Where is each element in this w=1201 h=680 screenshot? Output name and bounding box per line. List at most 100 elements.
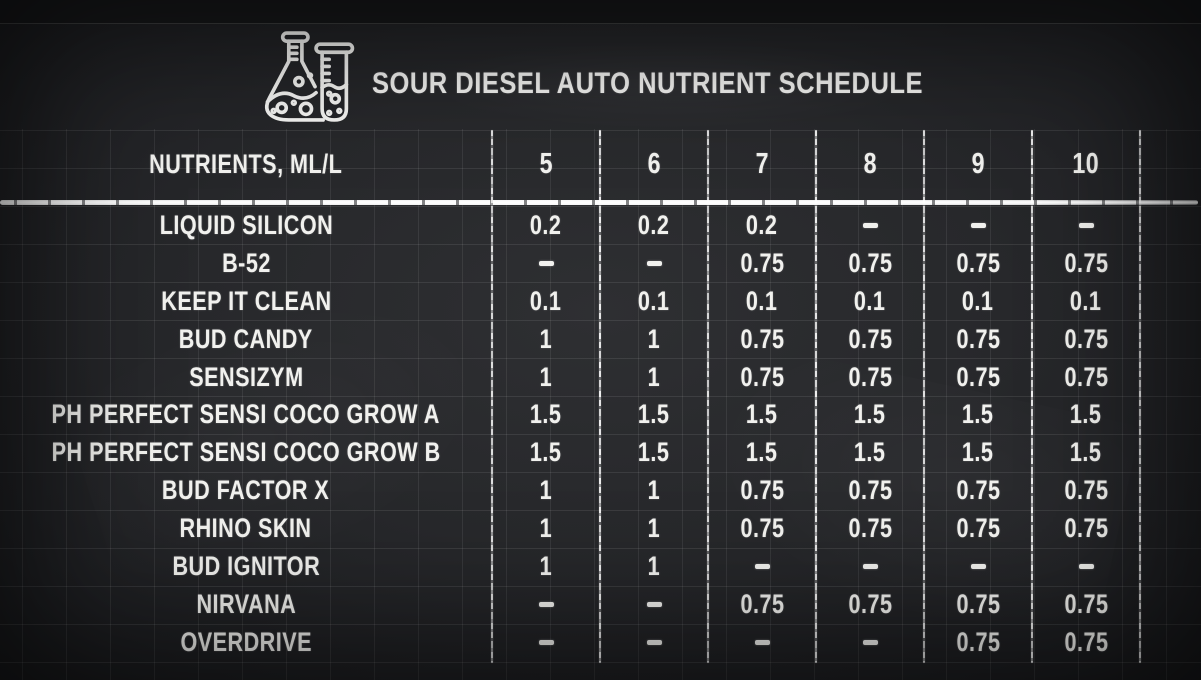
dose-value: 0.75 [848, 588, 892, 619]
dose-cell: 1 [492, 472, 600, 510]
dose-value: 1 [647, 323, 661, 354]
dose-value: 0.75 [1064, 247, 1108, 278]
dose-cell [492, 244, 600, 282]
dose-value: 1 [539, 323, 553, 354]
dose-cell [492, 623, 600, 661]
dose-value: 1.5 [1070, 399, 1102, 430]
row-label-cell: LIQUID SILICON [0, 207, 492, 245]
dose-value: 0.75 [1064, 475, 1108, 506]
dose-value: 0.75 [740, 323, 784, 354]
empty-dose-dash [970, 563, 986, 569]
page-title: SOUR DIESEL AUTO NUTRIENT SCHEDULE [372, 67, 923, 100]
dose-value: 1.5 [962, 399, 994, 430]
empty-dose-dash [862, 222, 878, 228]
dose-value: 1.5 [1070, 437, 1102, 468]
dose-cell: 1.5 [708, 396, 816, 434]
dose-value: 0.75 [956, 626, 1000, 657]
dose-cell [708, 548, 816, 586]
row-label-cell: OVERDRIVE [0, 623, 492, 661]
dose-value: 0.1 [1070, 285, 1102, 316]
dose-value: 0.75 [848, 247, 892, 278]
dose-cell: 0.75 [1032, 244, 1140, 282]
dose-value: 0.75 [1064, 588, 1108, 619]
dose-value: 1 [647, 513, 661, 544]
week-number: 5 [539, 148, 553, 180]
dose-cell: 0.75 [1032, 510, 1140, 548]
row-label-cell: BUD IGNITOR [0, 548, 492, 586]
table-row: OVERDRIVE 0.75 0.75 [0, 623, 1140, 661]
row-label: NIRVANA [196, 588, 296, 619]
dose-cell: 1.5 [600, 396, 708, 434]
dose-cell: 0.75 [708, 585, 816, 623]
table-header-row: NUTRIENTS, ML/L 5 6 7 8 9 10 [0, 128, 1140, 201]
dose-cell: 0.75 [816, 510, 924, 548]
dose-cell: 1 [600, 548, 708, 586]
row-label: LIQUID SILICON [159, 209, 333, 240]
empty-dose-dash [1078, 222, 1094, 228]
dose-cell: 1.5 [492, 434, 600, 472]
flask-and-test-tube-icon [264, 31, 355, 122]
row-label: RHINO SKIN [179, 513, 312, 544]
dose-cell: 0.75 [708, 472, 816, 510]
dose-cell: 0.75 [924, 358, 1032, 396]
table-row: KEEP IT CLEAN 0.1 0.1 0.1 0.1 0.1 0.1 [0, 282, 1140, 320]
dose-cell: 0.75 [924, 472, 1032, 510]
table-row: NIRVANA 0.75 0.75 0.75 0.75 [0, 585, 1140, 623]
week-number: 10 [1072, 148, 1100, 180]
dose-cell: 0.75 [708, 320, 816, 358]
dose-cell: 0.75 [708, 358, 816, 396]
dose-cell: 1.5 [924, 396, 1032, 434]
dose-value: 0.75 [740, 247, 784, 278]
dose-cell: 1.5 [924, 434, 1032, 472]
dose-cell [492, 585, 600, 623]
week-header-cell: 7 [708, 128, 816, 201]
dose-cell: 0.1 [1032, 282, 1140, 320]
row-label: B-52 [221, 247, 271, 278]
week-number: 7 [755, 148, 769, 180]
top-band [0, 0, 1201, 24]
dose-value: 0.1 [854, 285, 886, 316]
dose-value: 1.5 [854, 437, 886, 468]
dose-value: 0.75 [956, 361, 1000, 392]
dose-value: 0.75 [848, 323, 892, 354]
dose-value: 1.5 [962, 437, 994, 468]
dose-value: 0.75 [848, 361, 892, 392]
empty-dose-dash [538, 260, 554, 266]
dose-value: 0.75 [1064, 513, 1108, 544]
empty-dose-dash [646, 639, 662, 645]
dose-cell [816, 623, 924, 661]
dose-value: 0.1 [530, 285, 562, 316]
row-label: PH PERFECT SENSI COCO GROW B [51, 437, 441, 468]
dose-value: 0.2 [530, 209, 562, 240]
row-label-cell: BUD FACTOR X [0, 472, 492, 510]
dose-value: 1.5 [746, 399, 778, 430]
dose-cell: 1.5 [492, 396, 600, 434]
row-label-cell: B-52 [0, 244, 492, 282]
dose-cell: 1 [600, 510, 708, 548]
dose-cell [816, 548, 924, 586]
table-row: PH PERFECT SENSI COCO GROW A 1.5 1.5 1.5 1.5… [0, 396, 1140, 434]
dose-value: 0.75 [740, 588, 784, 619]
dose-cell [708, 623, 816, 661]
dose-value: 0.75 [848, 513, 892, 544]
dose-cell: 0.2 [600, 207, 708, 245]
empty-dose-dash [754, 563, 770, 569]
dose-cell: 1.5 [600, 434, 708, 472]
table-row: RHINO SKIN 1 1 0.75 0.75 0.75 0.75 [0, 510, 1140, 548]
empty-dose-dash [862, 639, 878, 645]
dose-value: 1 [647, 475, 661, 506]
dose-cell [924, 548, 1032, 586]
dose-value: 1 [647, 361, 661, 392]
dose-cell: 0.75 [1032, 472, 1140, 510]
empty-dose-dash [862, 563, 878, 569]
dose-cell: 0.75 [924, 585, 1032, 623]
week-number: 6 [647, 148, 661, 180]
week-header-cell: 5 [492, 128, 600, 201]
dose-cell: 1 [600, 358, 708, 396]
dose-value: 0.1 [638, 285, 670, 316]
dose-value: 0.75 [956, 588, 1000, 619]
dose-value: 1.5 [746, 437, 778, 468]
dose-cell [816, 207, 924, 245]
dose-value: 0.75 [956, 475, 1000, 506]
dose-value: 1.5 [638, 437, 670, 468]
